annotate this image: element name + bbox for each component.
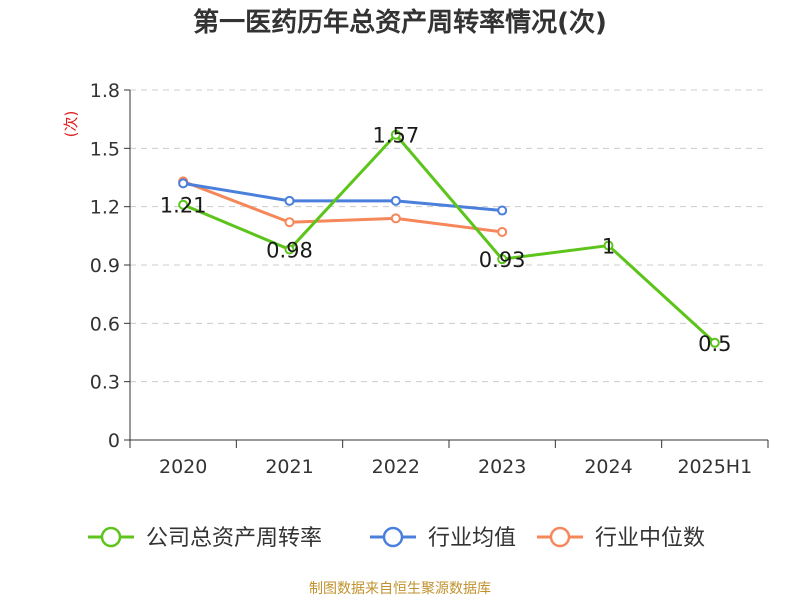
data-point bbox=[709, 337, 720, 348]
x-tick-label: 2020 bbox=[159, 456, 207, 478]
data-label: 1 bbox=[602, 235, 615, 259]
data-label: 0.93 bbox=[479, 248, 526, 272]
data-point bbox=[284, 195, 295, 206]
data-point bbox=[497, 205, 508, 216]
y-axis-unit: (次) bbox=[62, 111, 80, 138]
y-tick-label: 0.9 bbox=[90, 255, 120, 277]
y-tick-label: 1.5 bbox=[90, 138, 120, 160]
series-line-1 bbox=[182, 181, 503, 213]
chart-title: 第一医药历年总资产周转率情况(次) bbox=[193, 8, 607, 38]
data-point bbox=[497, 226, 508, 237]
x-tick-label: 2025H1 bbox=[677, 456, 752, 478]
axes: 0 0.3 0.6 0.9 1.2 1.5 1.8 2020 2021 2022 2023 2024 2… bbox=[62, 80, 769, 478]
data-point bbox=[603, 240, 614, 251]
data-point bbox=[284, 217, 295, 228]
data-point bbox=[390, 129, 401, 140]
data-label: 0.5 bbox=[698, 332, 731, 356]
series bbox=[178, 129, 720, 348]
data-point bbox=[284, 244, 295, 255]
legend-label: 行业均值 bbox=[428, 526, 516, 551]
data-point bbox=[178, 199, 189, 210]
series-line-2 bbox=[182, 179, 503, 234]
data-point bbox=[497, 254, 508, 265]
series-line-0 bbox=[182, 133, 716, 344]
source-note: 制图数据来自恒生聚源数据库 bbox=[309, 581, 491, 597]
legend-item: 行业均值 bbox=[370, 526, 516, 551]
data-point bbox=[390, 213, 401, 224]
data-point bbox=[178, 178, 189, 189]
legend: 公司总资产周转率 行业均值 行业中位数 bbox=[88, 526, 705, 551]
grid-lines bbox=[130, 89, 768, 383]
legend-item: 行业中位数 bbox=[537, 526, 705, 551]
data-label: 1.57 bbox=[372, 124, 419, 148]
y-tick-label: 0 bbox=[108, 430, 120, 452]
x-tick-label: 2023 bbox=[478, 456, 526, 478]
y-tick-label: 0.3 bbox=[90, 372, 120, 394]
legend-marker bbox=[549, 526, 571, 548]
data-label: 1.21 bbox=[160, 194, 207, 218]
legend-item: 公司总资产周转率 bbox=[88, 526, 322, 551]
y-tick-label: 0.6 bbox=[90, 313, 120, 335]
data-point bbox=[390, 195, 401, 206]
y-tick-label: 1.2 bbox=[90, 197, 120, 219]
x-tick-label: 2024 bbox=[584, 456, 632, 478]
legend-marker bbox=[100, 526, 122, 548]
y-tick-label: 1.8 bbox=[90, 80, 120, 102]
legend-marker bbox=[382, 526, 404, 548]
x-tick-label: 2021 bbox=[265, 456, 313, 478]
legend-label: 行业中位数 bbox=[595, 526, 705, 551]
data-labels: 1.21 0.98 1.57 0.93 1 0.5 bbox=[160, 124, 732, 356]
legend-label: 公司总资产周转率 bbox=[146, 526, 322, 551]
data-label: 0.98 bbox=[266, 238, 313, 262]
x-tick-label: 2022 bbox=[372, 456, 420, 478]
